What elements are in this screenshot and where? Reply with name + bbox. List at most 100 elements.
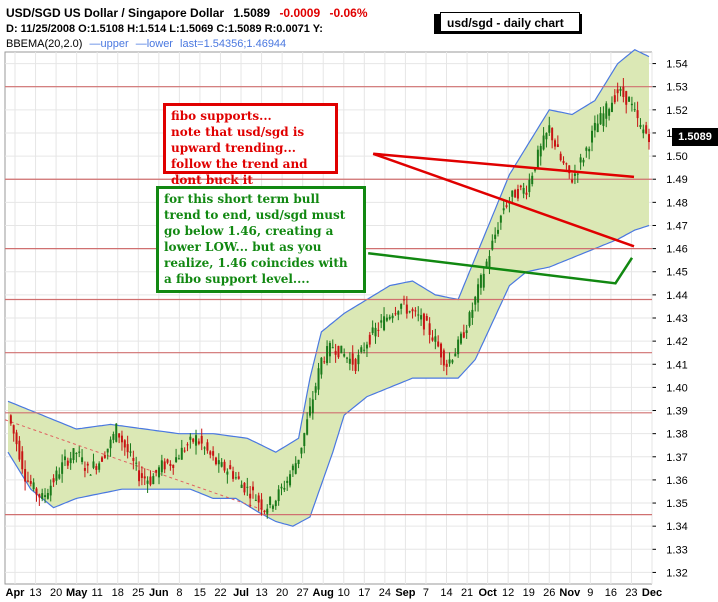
candle-body (383, 316, 386, 331)
x-tick-label: 16 (605, 587, 617, 599)
candle-body (291, 465, 294, 471)
y-tick-label: 1.43 (666, 313, 687, 325)
candle-body (494, 234, 497, 240)
candle-body (146, 480, 149, 484)
candle-body (24, 468, 27, 482)
candle-body (58, 474, 61, 479)
candle-body (157, 467, 160, 478)
candle-body (49, 485, 52, 496)
candle-body (217, 460, 220, 465)
candle-body (411, 309, 414, 312)
y-tick-label: 1.34 (666, 521, 687, 533)
symbol-name: USD/SGD US Dollar / Singapore Dollar (6, 6, 225, 20)
y-tick-label: 1.44 (666, 290, 687, 302)
candle-body (9, 415, 12, 424)
candle-body (234, 477, 237, 479)
bbema-label: BBEMA(20,2.0) (6, 38, 83, 50)
last-price: 1.5089 (233, 6, 271, 20)
candle-body (576, 173, 579, 175)
candle-body (553, 140, 556, 147)
bull-trend-note: for this short term bull trend to end, u… (156, 186, 366, 293)
x-tick-label: 22 (214, 587, 226, 599)
candle-body (502, 208, 505, 211)
x-tick-label: 12 (502, 587, 514, 599)
candle-body (274, 500, 277, 507)
candle-body (118, 433, 121, 438)
candle-body (648, 134, 650, 143)
candle-body (568, 165, 571, 174)
y-tick-label: 1.40 (666, 382, 687, 394)
x-tick-label: 19 (523, 587, 535, 599)
candle-body (269, 496, 272, 505)
candle-body (445, 363, 448, 367)
candle-body (331, 347, 334, 349)
candle-body (209, 451, 212, 455)
candle-body (246, 486, 249, 488)
candle-body (183, 450, 186, 452)
candle-body (371, 327, 374, 334)
bollinger-band-fill (8, 49, 649, 527)
candle-body (465, 330, 468, 334)
candle-body (397, 311, 400, 315)
candle-body (488, 256, 491, 268)
candle-body (457, 339, 460, 355)
x-tick-label: May (66, 587, 88, 599)
y-tick-label: 1.50 (666, 151, 687, 163)
candle-body (55, 470, 58, 481)
x-tick-label: Jun (149, 587, 169, 599)
candle-body (573, 173, 576, 176)
candle-body (297, 459, 300, 464)
candle-body (237, 476, 240, 479)
candle-body (437, 341, 440, 347)
candle-body (645, 125, 648, 134)
x-tick-label: 21 (461, 587, 473, 599)
candle-body (420, 315, 423, 320)
candle-body (374, 327, 377, 337)
candle-body (642, 129, 645, 134)
candle-body (346, 357, 349, 359)
candle-body (548, 125, 551, 133)
candle-body (385, 317, 388, 321)
candle-body (138, 470, 141, 482)
x-tick-label: 14 (440, 587, 452, 599)
candle-body (92, 461, 95, 468)
candle-body (15, 432, 18, 445)
candle-body (428, 323, 431, 335)
candle-body (417, 314, 420, 316)
candle-body (602, 113, 605, 126)
candle-body (226, 471, 229, 475)
candle-body (434, 336, 437, 342)
x-tick-label: 15 (194, 587, 206, 599)
candle-body (365, 344, 368, 349)
candle-body (263, 510, 266, 512)
candle-body (195, 435, 198, 446)
candle-body (534, 169, 537, 171)
bbema-upper-label: upper (100, 38, 129, 50)
candle-body (605, 103, 608, 119)
x-tick-label: Aug (313, 587, 334, 599)
candle-body (160, 460, 163, 473)
candle-body (357, 354, 360, 365)
candle-body (459, 333, 462, 344)
candle-body (143, 476, 146, 479)
x-tick-label: 7 (423, 587, 429, 599)
candle-body (106, 448, 109, 453)
candle-body (283, 487, 286, 490)
candle-body (499, 215, 502, 223)
symbol-line: USD/SGD US Dollar / Singapore Dollar 1.5… (6, 6, 368, 20)
candle-body (266, 508, 269, 514)
x-tick-label: 9 (587, 587, 593, 599)
x-tick-label: 20 (50, 587, 62, 599)
candle-body (440, 343, 443, 358)
upper-band-line (7, 48, 650, 453)
candle-body (323, 361, 326, 363)
candle-body (536, 149, 539, 168)
candle-body (140, 473, 143, 478)
candle-body (477, 284, 480, 303)
candle-body (425, 316, 428, 321)
candle-body (613, 95, 616, 103)
candle-body (243, 482, 246, 493)
bbema-lower-swatch: — (135, 38, 147, 50)
candle-body (328, 342, 331, 357)
candle-body (394, 313, 397, 315)
